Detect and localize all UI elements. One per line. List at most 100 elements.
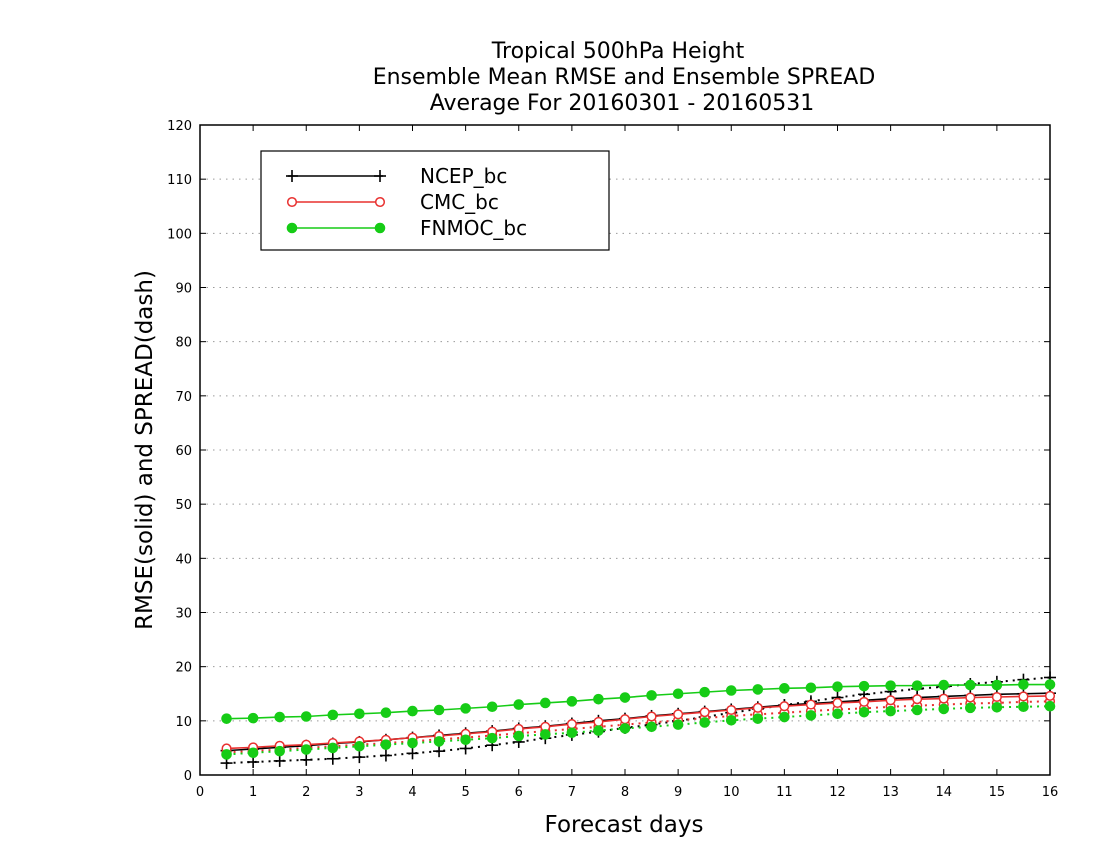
chart-title-line-3: Average For 20160301 - 20160531 [430,91,815,116]
rmse-point-CMC_bc [699,707,710,718]
rmse-point-FNMOC_bc [460,703,471,714]
spread-point-FNMOC_bc [407,737,418,749]
spread-point-NCEP_bc [406,747,419,760]
x-tick-label: 14 [935,785,952,800]
x-tick-label: 1 [249,785,257,800]
rmse-point-CMC_bc [885,695,896,706]
rmse-point-FNMOC_bc [380,707,392,719]
rmse-point-FNMOC_bc [327,709,339,721]
x-tick-label: 9 [674,785,682,800]
rmse-point-CMC_bc [912,694,923,705]
legend-marker-right-NCEP_bc [374,170,386,182]
spread-point-NCEP_bc [300,753,313,766]
spread-point-FNMOC_bc [752,713,764,724]
spread-point-NCEP_bc [326,752,339,765]
spread-point-FNMOC_bc [221,749,232,760]
x-axis-label: Forecast days [545,812,704,838]
spread-point-FNMOC_bc [354,740,365,752]
x-tick-label: 7 [568,785,576,800]
spread-point-NCEP_bc [273,754,286,767]
rmse-point-CMC_bc [832,697,843,709]
rmse-point-FNMOC_bc [274,711,285,723]
rmse-point-CMC_bc [991,691,1002,703]
spread-point-FNMOC_bc [433,736,445,747]
rmse-point-CMC_bc [593,716,604,727]
spread-point-FNMOC_bc [672,719,684,730]
y-tick-label: 90 [175,282,192,297]
spread-point-FNMOC_bc [1044,700,1056,712]
spread-point-FNMOC_bc [540,729,551,740]
x-tick-label: 8 [621,785,629,800]
spread-point-FNMOC_bc [274,745,285,757]
rmse-line-FNMOC_bc [226,683,1050,720]
y-axis-label: RMSE(solid) and SPREAD(dash) [132,270,158,630]
rmse-point-CMC_bc [1044,690,1056,701]
x-tick-label: 11 [776,785,793,800]
x-tick-label: 6 [515,785,523,800]
rmse-point-FNMOC_bc [646,690,657,701]
rmse-point-FNMOC_bc [433,704,445,716]
spread-point-FNMOC_bc [327,742,339,754]
spread-point-FNMOC_bc [380,739,392,750]
legend-marker-left-FNMOC_bc [286,222,298,234]
rmse-point-FNMOC_bc [407,705,418,717]
rmse-point-FNMOC_bc [513,699,525,710]
spread-point-FNMOC_bc [593,725,604,736]
legend-label-NCEP_bc: NCEP_bc [420,164,507,188]
rmse-point-FNMOC_bc [672,688,684,700]
spread-point-FNMOC_bc [832,708,843,720]
spread-line-NCEP_bc [226,676,1051,765]
y-tick-label: 110 [167,173,192,188]
spread-point-FNMOC_bc [300,744,312,755]
rmse-point-CMC_bc [779,701,790,712]
rmse-point-CMC_bc [673,709,684,720]
rmse-line-CMC_bc [226,695,1051,750]
x-tick-label: 2 [302,785,310,800]
spread-point-FNMOC_bc [247,747,259,759]
chart-title: Tropical 500hPa Height Ensemble Mean RMS… [373,39,876,116]
rmse-point-FNMOC_bc [619,692,631,703]
x-tick-label: 15 [989,785,1006,800]
rmse-point-CMC_bc [965,692,976,703]
spread-point-FNMOC_bc [1018,701,1029,713]
rmse-point-FNMOC_bc [1018,679,1029,690]
y-tick-label: 80 [175,336,192,351]
rmse-point-FNMOC_bc [300,711,312,722]
y-tick-label: 10 [175,715,192,730]
rmse-point-CMC_bc [805,699,816,710]
x-tick-label: 0 [196,785,204,800]
rmse-point-FNMOC_bc [247,712,259,724]
x-tick-label: 4 [408,785,416,800]
rmse-point-FNMOC_bc [858,680,870,692]
x-tick-label: 12 [829,785,846,800]
rmse-point-FNMOC_bc [911,680,923,691]
rmse-point-FNMOC_bc [991,679,1003,691]
rmse-point-FNMOC_bc [593,693,604,705]
y-tick-label: 60 [175,444,192,459]
y-tick-label: 120 [167,119,192,134]
y-tick-label: 70 [175,390,192,405]
rmse-point-CMC_bc [646,711,657,722]
spread-point-FNMOC_bc [513,730,525,742]
rmse-point-CMC_bc [1018,691,1029,702]
chart-title-line-1: Tropical 500hPa Height [491,39,745,64]
spread-point-FNMOC_bc [805,710,817,721]
y-tick-label: 40 [175,552,192,567]
spread-point-NCEP_bc [433,745,446,758]
rmse-point-FNMOC_bc [752,684,764,695]
rmse-point-CMC_bc [859,696,870,707]
x-tick-label: 10 [723,785,740,800]
rmse-point-CMC_bc [619,714,631,725]
legend-marker-left-CMC_bc [286,196,298,208]
chart-title-line-2: Ensemble Mean RMSE and Ensemble SPREAD [373,65,876,90]
y-tick-label: 0 [184,769,192,784]
rmse-point-FNMOC_bc [221,713,232,724]
x-tick-label: 16 [1042,785,1059,800]
rmse-point-FNMOC_bc [805,682,817,694]
series-layer [220,671,1056,770]
spread-point-FNMOC_bc [911,704,923,716]
spread-point-FNMOC_bc [779,711,790,723]
